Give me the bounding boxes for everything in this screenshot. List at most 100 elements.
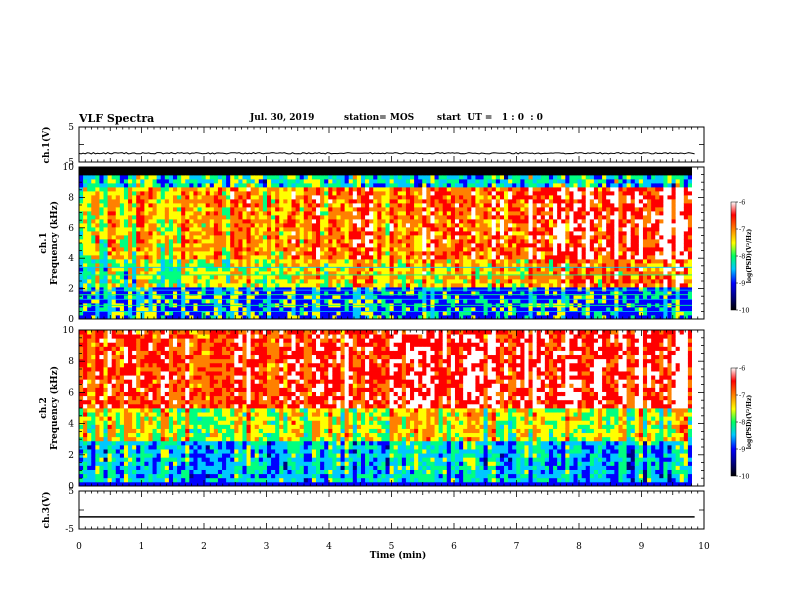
spectrogram-cell [365, 267, 370, 272]
spectrogram-cell [279, 255, 284, 260]
spectrogram-cell [340, 235, 346, 240]
spectrogram-cell [238, 283, 243, 288]
spectrogram-cell [160, 255, 166, 260]
spectrogram-cell [283, 227, 288, 232]
spectrogram-cell [561, 291, 566, 296]
spectrogram-cell [459, 287, 464, 292]
spectrogram-cell [524, 243, 529, 248]
spectrogram-cell [540, 219, 546, 224]
spectrogram-cell [242, 287, 247, 292]
spectrogram-cell [328, 307, 333, 312]
spectrogram-cell [467, 259, 472, 264]
spectrogram-cell [209, 167, 215, 172]
spectrogram-cell [156, 175, 162, 180]
spectrogram-cell [262, 215, 268, 220]
spectrogram-cell [598, 311, 603, 316]
spectrogram-cell [459, 195, 464, 200]
spectrogram-cell [405, 307, 411, 312]
spectrogram-cell [136, 195, 141, 200]
spectrogram-cell [548, 315, 554, 319]
spectrogram-cell [189, 235, 194, 240]
spectrogram-cell [156, 251, 162, 256]
spectrogram-cell [352, 263, 358, 268]
spectrogram-cell [328, 235, 333, 240]
spectrogram-cell [430, 315, 435, 319]
spectrogram-cell [201, 299, 207, 304]
spectrogram-cell [128, 187, 133, 192]
spectrogram-cell [434, 279, 440, 284]
spectrogram-cell [258, 167, 264, 172]
spectrogram-cell [250, 283, 256, 288]
spectrogram-cell [512, 227, 517, 232]
spectrogram-cell [156, 243, 162, 248]
spectrogram-cell [393, 291, 399, 296]
spectrogram-cell [303, 227, 309, 232]
spectrogram-cell [544, 291, 550, 296]
spectrogram-cell [418, 191, 423, 196]
spectrogram-cell [373, 179, 378, 184]
spectrogram-cell [148, 291, 153, 296]
spectrogram-cell [471, 191, 476, 196]
spectrogram-cell [234, 255, 239, 260]
spectrogram-cell [152, 271, 158, 276]
spectrogram-cell [246, 167, 252, 172]
spectrogram-cell [512, 175, 517, 180]
spectrogram-cell [279, 191, 284, 196]
spectrogram-cell [119, 219, 125, 224]
spectrogram-cell [136, 247, 141, 252]
spectrogram-cell [226, 231, 231, 236]
spectrogram-cell [119, 195, 125, 200]
spectrogram-cell [602, 227, 607, 232]
spectrogram-cell [156, 271, 162, 276]
spectrogram-cell [107, 175, 113, 180]
spectrogram-cell [581, 203, 587, 208]
spectrogram-cell [283, 235, 288, 240]
spectrogram-cell [177, 171, 182, 176]
spectrogram-cell [544, 279, 550, 284]
spectrogram-cell [132, 243, 137, 248]
spectrogram-cell [508, 263, 513, 268]
spectrogram-cell [217, 243, 223, 248]
spectrogram-cell [123, 251, 129, 256]
spectrogram-cell [553, 167, 558, 172]
spectrogram-cell [123, 223, 129, 228]
spectrogram-cell [189, 175, 194, 180]
spectrogram-cell [442, 235, 448, 240]
spectrogram-cell [275, 199, 280, 204]
spectrogram-cell [499, 203, 505, 208]
spectrogram-cell [328, 219, 333, 224]
spectrogram-cell [234, 219, 239, 224]
spectrogram-cell [123, 227, 129, 232]
spectrogram-cell [581, 211, 587, 216]
spectrogram-cell [598, 279, 603, 284]
spectrogram-cell [569, 219, 574, 224]
spectrogram-cell [479, 263, 484, 268]
spectrogram-cell [189, 307, 194, 312]
spectrogram-cell [242, 315, 247, 319]
spectrogram-cell [181, 287, 186, 292]
spectrogram-cell [226, 179, 231, 184]
spectrogram-cell [548, 263, 554, 268]
spectrogram-cell [111, 199, 117, 204]
spectrogram-cell [197, 231, 202, 236]
spectrogram-cell [246, 191, 252, 196]
spectrogram-cell [381, 231, 386, 236]
spectrogram-cell [320, 179, 325, 184]
spectrogram-cell [577, 271, 583, 276]
spectrogram-cell [475, 267, 480, 272]
spectrogram-cell [189, 187, 194, 192]
spectrogram-cell [181, 231, 186, 236]
spectrogram-cell [348, 283, 354, 288]
spectrogram-cell [164, 307, 170, 312]
spectrogram-cell [397, 271, 403, 276]
spectrogram-cell [336, 275, 341, 280]
spectrogram-cell [516, 171, 521, 176]
spectrogram-cell [332, 291, 337, 296]
spectrogram-cell [516, 187, 521, 192]
spectrogram-cell [287, 179, 292, 184]
spectrogram-cell [311, 187, 317, 192]
spectrogram-cell [258, 191, 264, 196]
spectrogram-cell [185, 251, 190, 256]
spectrogram-cell [332, 187, 337, 192]
spectrogram-cell [446, 167, 452, 172]
